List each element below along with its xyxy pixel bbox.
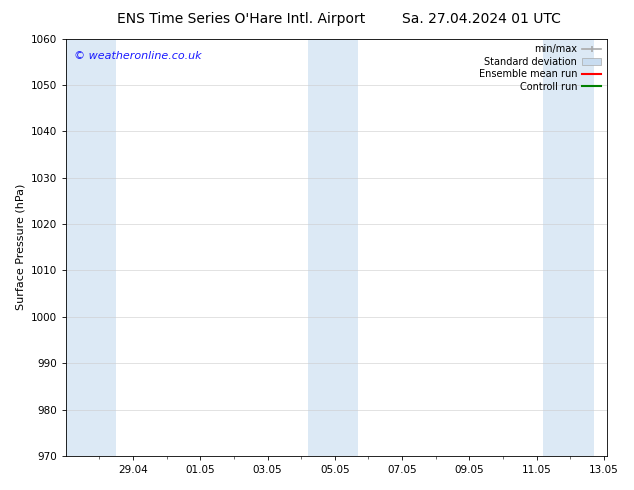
Y-axis label: Surface Pressure (hPa): Surface Pressure (hPa) xyxy=(15,184,25,311)
Bar xyxy=(66,39,116,456)
Legend: min/max, Standard deviation, Ensemble mean run, Controll run: min/max, Standard deviation, Ensemble me… xyxy=(475,41,605,96)
Bar xyxy=(308,39,358,456)
Text: © weatheronline.co.uk: © weatheronline.co.uk xyxy=(74,51,202,61)
Text: ENS Time Series O'Hare Intl. Airport: ENS Time Series O'Hare Intl. Airport xyxy=(117,12,365,26)
Bar xyxy=(543,39,593,456)
Text: Sa. 27.04.2024 01 UTC: Sa. 27.04.2024 01 UTC xyxy=(403,12,561,26)
